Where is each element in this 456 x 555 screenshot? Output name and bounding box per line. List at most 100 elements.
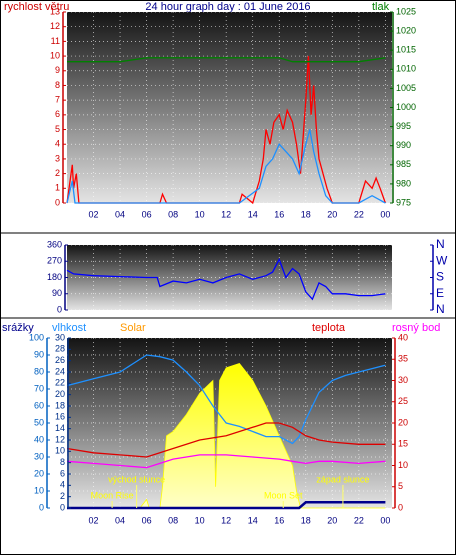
annotation: západ slunce (316, 474, 369, 484)
chart-title: 24 hour graph day : 01 June 2016 (145, 1, 310, 13)
tick-label: 20 (34, 468, 44, 478)
line (67, 57, 386, 63)
tick-label: 2 (60, 491, 65, 501)
tick-label: 80 (34, 366, 44, 376)
tick-label: 30 (55, 332, 65, 342)
line (66, 422, 386, 458)
legend-label: Solar (120, 322, 146, 334)
tick-label: 10 (55, 446, 65, 456)
tick-label: 10 (50, 50, 60, 60)
tick-label: 14 (55, 423, 65, 433)
tick-label: 16 (55, 412, 65, 422)
line (66, 129, 386, 204)
tick-label: 2 (55, 168, 60, 178)
tick-label: S (436, 270, 444, 284)
tick-label: 1000 (396, 102, 416, 112)
tick-label: 4 (60, 480, 65, 490)
tick-label: 3 (55, 153, 60, 163)
x-tick-label: 00 (380, 515, 390, 525)
tick-label: 975 (396, 197, 411, 207)
tick-label: 20 (398, 417, 408, 427)
tick-label: 10 (398, 460, 408, 470)
tick-label: 28 (55, 344, 65, 354)
x-tick-label: 20 (327, 515, 337, 525)
x-tick-label: 06 (142, 515, 152, 525)
x-tick-label: 18 (301, 515, 311, 525)
tick-label: 6 (60, 468, 65, 478)
tick-label: 0 (39, 502, 44, 512)
legend-label: teplota (312, 322, 346, 334)
tick-label: 1015 (396, 45, 416, 55)
x-tick-label: 02 (89, 515, 99, 525)
x-tick-label: 18 (301, 209, 311, 219)
tick-label: 35 (398, 354, 408, 364)
x-tick-label: 22 (354, 515, 364, 525)
tick-label: 100 (29, 332, 44, 342)
x-tick-label: 16 (274, 209, 284, 219)
tick-label: 10 (34, 485, 44, 495)
tick-label: 1010 (396, 64, 416, 74)
tick-label: 0 (57, 304, 62, 314)
x-tick-label: 14 (248, 209, 258, 219)
tick-label: 24 (55, 366, 65, 376)
tick-label: 6 (55, 109, 60, 119)
tick-label: 70 (34, 383, 44, 393)
tick-label: 20 (55, 389, 65, 399)
y-axis-label: rychlost větru (4, 1, 69, 13)
annotation: Moon Rise (91, 490, 134, 500)
tick-label: 0 (55, 197, 60, 207)
tick-label: E (436, 286, 444, 300)
tick-label: 15 (398, 439, 408, 449)
tick-label: 60 (34, 400, 44, 410)
x-tick-label: 08 (168, 515, 178, 525)
tick-label: 90 (34, 349, 44, 359)
tick-label: 8 (60, 457, 65, 467)
x-tick-label: 06 (142, 209, 152, 219)
tick-label: 30 (34, 451, 44, 461)
x-tick-label: 20 (327, 209, 337, 219)
x-tick-label: 10 (195, 209, 205, 219)
x-tick-label: 02 (89, 209, 99, 219)
x-tick-label: 12 (221, 515, 231, 525)
tick-label: 5 (398, 481, 403, 491)
tick-label: 13 (50, 6, 60, 16)
x-tick-label: 14 (248, 515, 258, 525)
tick-label: 980 (396, 178, 411, 188)
line (66, 257, 386, 301)
legend-label: vlhkost (52, 322, 86, 334)
tick-label: 30 (398, 375, 408, 385)
tick-label: 7 (55, 95, 60, 105)
tick-label: 25 (398, 396, 408, 406)
tick-label: 18 (55, 400, 65, 410)
tick-label: 1020 (396, 25, 416, 35)
tick-label: N (436, 237, 445, 251)
line (66, 454, 386, 469)
tick-label: W (436, 253, 448, 267)
plot-background (67, 12, 392, 203)
tick-label: 5 (55, 124, 60, 134)
tick-label: 26 (55, 355, 65, 365)
tick-label: N (436, 302, 445, 316)
x-tick-label: 22 (354, 209, 364, 219)
y2-axis-label: tlak (372, 1, 390, 13)
tick-label: 995 (396, 121, 411, 131)
legend-label: rosný bod (392, 322, 440, 334)
tick-label: 40 (34, 434, 44, 444)
tick-label: 270 (47, 256, 62, 266)
tick-label: 1 (55, 183, 60, 193)
tick-label: 22 (55, 378, 65, 388)
annotation: Moon Set (264, 490, 303, 500)
tick-label: 40 (398, 332, 408, 342)
tick-label: 0 (398, 502, 403, 512)
tick-label: 11 (51, 36, 60, 46)
x-tick-label: 10 (195, 515, 205, 525)
tick-label: 1005 (396, 83, 416, 93)
tick-label: 0 (60, 502, 65, 512)
tick-label: 360 (47, 239, 62, 249)
annotation: východ slunce (108, 474, 165, 484)
tick-label: 50 (34, 417, 44, 427)
tick-label: 985 (396, 159, 411, 169)
tick-label: 4 (55, 139, 60, 149)
tick-label: 8 (55, 80, 60, 90)
x-tick-label: 16 (274, 515, 284, 525)
